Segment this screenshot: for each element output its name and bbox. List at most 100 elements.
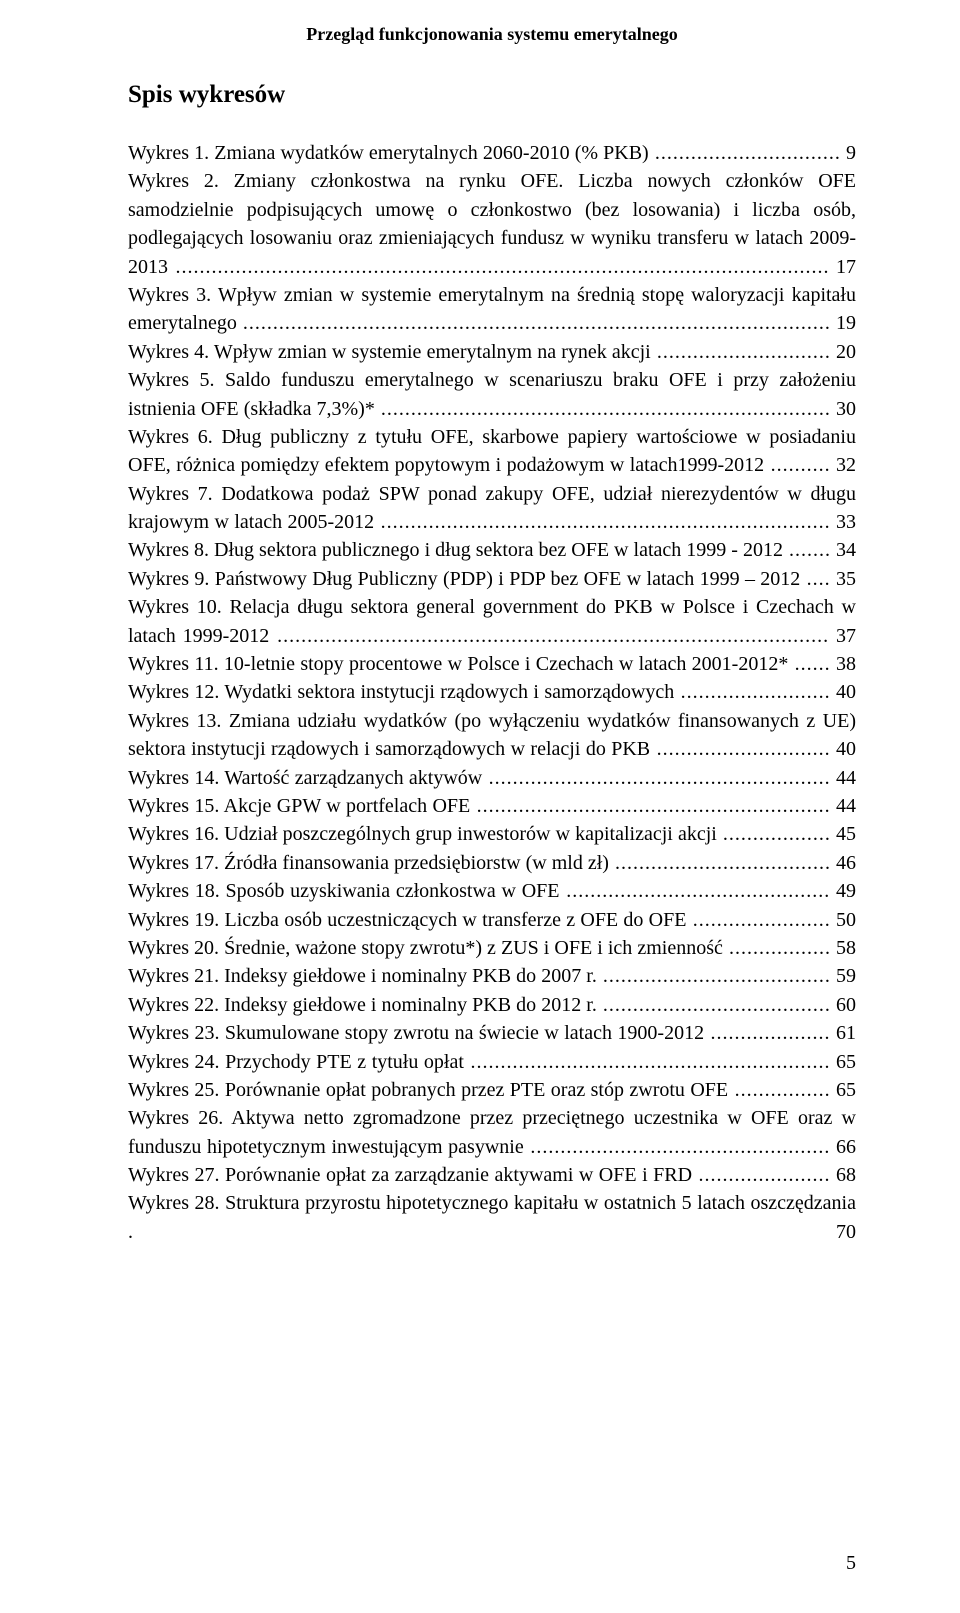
toc-dot-leader: ......................................	[597, 994, 831, 1016]
toc-entry: Wykres 1. Zmiana wydatków emerytalnych 2…	[128, 139, 856, 167]
toc-entry-label: Wykres 11. 10-letnie stopy procentowe w …	[128, 653, 788, 675]
toc-entry-page: 70	[836, 1221, 856, 1243]
toc-dot-leader: ........................................…	[269, 625, 829, 647]
toc-entry-label: Wykres 19. Liczba osób uczestniczących w…	[128, 909, 686, 931]
toc-entry: Wykres 13. Zmiana udziału wydatków (po w…	[128, 707, 856, 764]
toc-entry-label: Wykres 25. Porównanie opłat pobranych pr…	[128, 1079, 728, 1101]
toc-dot-leader: ........................................…	[237, 312, 831, 334]
toc-entry-page: 50	[831, 909, 856, 931]
toc-entry: Wykres 19. Liczba osób uczestniczących w…	[128, 906, 856, 934]
toc-dot-leader: ........................................…	[168, 256, 830, 278]
toc-entry: Wykres 20. Średnie, ważone stopy zwrotu*…	[128, 934, 856, 962]
toc-entry: Wykres 12. Wydatki sektora instytucji rz…	[128, 678, 856, 706]
toc-dot-leader: ........................................…	[524, 1136, 831, 1158]
toc-dot-leader: ....	[800, 568, 830, 590]
toc-entry-label: Wykres 21. Indeksy giełdowe i nominalny …	[128, 965, 597, 987]
toc-entry-page: 58	[831, 937, 856, 959]
section-title: Spis wykresów	[128, 81, 856, 109]
toc-entry-page: 40	[831, 738, 856, 760]
toc-dot-leader: ........................................…	[470, 795, 830, 817]
toc-dot-leader: ........................................…	[464, 1051, 831, 1073]
toc-entry-page: 46	[831, 852, 856, 874]
toc-dot-leader: ........................................…	[560, 880, 831, 902]
toc-entry: Wykres 5. Saldo funduszu emerytalnego w …	[128, 366, 856, 423]
toc-entry-label: Wykres 16. Udział poszczególnych grup in…	[128, 823, 717, 845]
toc-entry-page: 66	[830, 1136, 856, 1158]
toc-dot-leader: ....................	[704, 1022, 830, 1044]
toc-entry-page: 45	[831, 823, 856, 845]
toc-entry-label: Wykres 15. Akcje GPW w portfelach OFE	[128, 795, 470, 817]
toc-entry: Wykres 3. Wpływ zmian w systemie emeryta…	[128, 281, 856, 338]
toc-entry-page: 33	[831, 511, 856, 533]
toc-entry: Wykres 11. 10-letnie stopy procentowe w …	[128, 650, 856, 678]
toc-entry-page: 59	[831, 965, 856, 987]
toc-entry-label: Wykres 22. Indeksy giełdowe i nominalny …	[128, 994, 597, 1016]
toc-entry-page: 19	[831, 312, 856, 334]
toc-entry-label: Wykres 17. Źródła finansowania przedsięb…	[128, 852, 609, 874]
toc-entry: Wykres 8. Dług sektora publicznego i dłu…	[128, 536, 856, 564]
toc-dot-leader: .	[128, 1221, 836, 1243]
toc-entry-page: 68	[831, 1164, 856, 1186]
toc-entry: Wykres 15. Akcje GPW w portfelach OFE ..…	[128, 792, 856, 820]
toc-entry-label: Wykres 6. Dług publiczny z tytułu OFE, s…	[128, 426, 856, 476]
toc-entry-label: Wykres 28. Struktura przyrostu hipotetyc…	[128, 1192, 856, 1214]
toc-dot-leader: .......	[783, 539, 831, 561]
toc-entry: Wykres 14. Wartość zarządzanych aktywów …	[128, 764, 856, 792]
toc-entry: Wykres 6. Dług publiczny z tytułu OFE, s…	[128, 423, 856, 480]
toc-entry: Wykres 16. Udział poszczególnych grup in…	[128, 820, 856, 848]
toc-entry-page: 49	[830, 880, 856, 902]
toc-entry-page: 44	[831, 767, 856, 789]
toc-dot-leader: ................	[728, 1079, 830, 1101]
toc-entry: Wykres 18. Sposób uzyskiwania członkostw…	[128, 877, 856, 905]
toc-entry-page: 65	[830, 1051, 856, 1073]
toc-dot-leader: ..........	[764, 454, 830, 476]
toc-entry-label: Wykres 23. Skumulowane stopy zwrotu na ś…	[128, 1022, 704, 1044]
toc-entry: Wykres 7. Dodatkowa podaż SPW ponad zaku…	[128, 480, 856, 537]
toc-entry: Wykres 2. Zmiany członkostwa na rynku OF…	[128, 167, 856, 281]
toc-entry: Wykres 27. Porównanie opłat za zarządzan…	[128, 1161, 856, 1189]
toc-entry-label: Wykres 27. Porównanie opłat za zarządzan…	[128, 1164, 692, 1186]
toc-entry-page: 60	[831, 994, 856, 1016]
toc-entry-page: 40	[831, 681, 856, 703]
toc-entry: Wykres 17. Źródła finansowania przedsięb…	[128, 849, 856, 877]
running-head: Przegląd funkcjonowania systemu emerytal…	[128, 24, 856, 45]
toc-entry-label: Wykres 24. Przychody PTE z tytułu opłat	[128, 1051, 464, 1073]
toc-dot-leader: ...............................	[649, 142, 841, 164]
table-of-contents: Wykres 1. Zmiana wydatków emerytalnych 2…	[128, 139, 856, 1246]
toc-dot-leader: ......................	[692, 1164, 830, 1186]
toc-entry: Wykres 9. Państwowy Dług Publiczny (PDP)…	[128, 565, 856, 593]
toc-entry-page: 30	[831, 398, 856, 420]
toc-entry-page: 37	[829, 625, 856, 647]
toc-dot-leader: ........................................…	[374, 511, 830, 533]
toc-dot-leader: .........................	[674, 681, 830, 703]
toc-entry-label: Wykres 12. Wydatki sektora instytucji rz…	[128, 681, 674, 703]
toc-entry: Wykres 26. Aktywa netto zgromadzone prze…	[128, 1104, 856, 1161]
toc-entry-page: 35	[831, 568, 856, 590]
toc-entry-page: 32	[831, 454, 856, 476]
toc-entry-page: 9	[841, 142, 856, 164]
toc-dot-leader: .................	[723, 937, 831, 959]
toc-entry: Wykres 4. Wpływ zmian w systemie emeryta…	[128, 338, 856, 366]
toc-entry-label: Wykres 9. Państwowy Dług Publiczny (PDP)…	[128, 568, 800, 590]
document-page: Przegląd funkcjonowania systemu emerytal…	[0, 0, 960, 1613]
toc-entry-label: Wykres 14. Wartość zarządzanych aktywów	[128, 767, 482, 789]
toc-dot-leader: .............................	[651, 341, 831, 363]
toc-entry-label: Wykres 1. Zmiana wydatków emerytalnych 2…	[128, 142, 649, 164]
toc-dot-leader: ..................	[717, 823, 831, 845]
toc-dot-leader: ......................................	[597, 965, 831, 987]
toc-entry-page: 61	[831, 1022, 856, 1044]
toc-entry: Wykres 23. Skumulowane stopy zwrotu na ś…	[128, 1019, 856, 1047]
toc-entry: Wykres 28. Struktura przyrostu hipotetyc…	[128, 1189, 856, 1246]
toc-entry-label: Wykres 4. Wpływ zmian w systemie emeryta…	[128, 341, 651, 363]
toc-dot-leader: ........................................…	[375, 398, 831, 420]
toc-entry-label: Wykres 20. Średnie, ważone stopy zwrotu*…	[128, 937, 723, 959]
toc-dot-leader: ....................................	[609, 852, 831, 874]
toc-entry-page: 44	[831, 795, 856, 817]
toc-entry-page: 38	[831, 653, 856, 675]
toc-entry: Wykres 21. Indeksy giełdowe i nominalny …	[128, 962, 856, 990]
toc-dot-leader: .............................	[650, 738, 830, 760]
toc-dot-leader: ......	[788, 653, 830, 675]
toc-entry: Wykres 10. Relacja długu sektora general…	[128, 593, 856, 650]
toc-entry-page: 34	[831, 539, 856, 561]
toc-entry-page: 20	[831, 341, 856, 363]
